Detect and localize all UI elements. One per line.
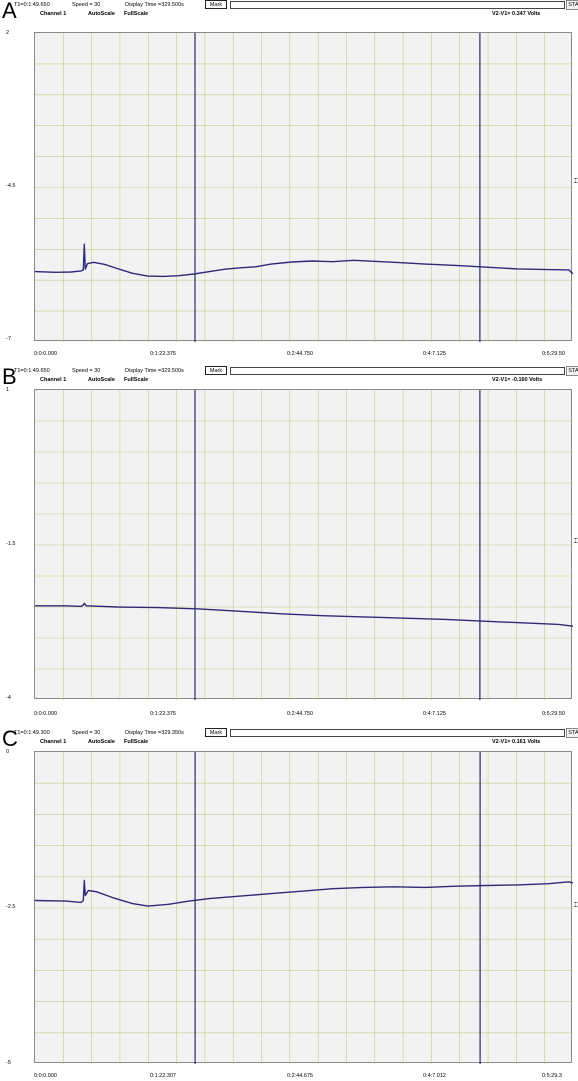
autoscale-label[interactable]: AutoScale <box>88 377 115 383</box>
y-tick: 0 <box>6 749 10 755</box>
mark-button[interactable]: Mark <box>205 728 227 737</box>
chart-svg <box>35 33 573 342</box>
channel-bar: Channel 1 AutoScale FullScale V2-V1= 0.1… <box>0 738 578 747</box>
x-tick: 0:4:7.125 <box>423 711 446 717</box>
x-tick: 0:2:44.750 <box>287 351 313 357</box>
signal-trace <box>35 243 573 278</box>
fullscale-label[interactable]: FullScale <box>124 11 149 17</box>
toolbar: T1=0:1:49.300 Speed = 30 Display Time =3… <box>0 728 578 738</box>
delta-readout: V2-V1= -0.160 Volts <box>492 377 543 383</box>
y-tick: 2 <box>6 30 10 36</box>
marker-bar[interactable] <box>230 729 565 737</box>
t1-readout: T1=0:1:49.300 <box>14 730 50 736</box>
display-time-readout: Display Time =329.500s <box>125 2 184 8</box>
side-mark: ⌶ <box>573 538 578 545</box>
toolbar: T1=0:1:49.650 Speed = 30 Display Time =3… <box>0 0 578 10</box>
start-button[interactable]: START <box>566 366 578 376</box>
speed-readout: Speed = 30 <box>72 368 101 374</box>
x-tick: 0:2:44.675 <box>287 1073 313 1079</box>
panel-letter: A <box>2 0 17 23</box>
t1-readout: T1=0:1:49.650 <box>14 2 50 8</box>
chart-svg <box>35 752 573 1064</box>
channel-label: Channel 1 <box>40 739 67 745</box>
y-tick: -5 <box>6 1060 11 1066</box>
channel-bar: Channel 1 AutoScale FullScale V2-V1= 0.3… <box>0 10 578 19</box>
x-tick: 0:1:22.375 <box>150 711 176 717</box>
y-tick: -1.5 <box>6 541 16 547</box>
speed-readout: Speed = 30 <box>72 730 101 736</box>
speed-readout: Speed = 30 <box>72 2 101 8</box>
fullscale-label[interactable]: FullScale <box>124 377 149 383</box>
t1-readout: T1=0:1:49.650 <box>14 368 50 374</box>
y-tick: -7 <box>6 336 11 342</box>
marker-bar[interactable] <box>230 367 565 375</box>
x-tick: 0:1:22.375 <box>150 351 176 357</box>
mark-button[interactable]: Mark <box>205 366 227 375</box>
x-tick: 0:4:7.012 <box>423 1073 446 1079</box>
x-tick: 0:0:0.000 <box>34 711 57 717</box>
display-time-readout: Display Time =329.350s <box>125 730 184 736</box>
y-tick: -2.5 <box>6 904 16 910</box>
delta-readout: V2-V1= 0.161 Volts <box>492 739 541 745</box>
plot-area[interactable] <box>34 32 573 342</box>
x-tick: 0:5:29.50 <box>542 351 565 357</box>
plot-area[interactable] <box>34 389 573 700</box>
channel-label: Channel 1 <box>40 377 67 383</box>
fullscale-label[interactable]: FullScale <box>124 739 149 745</box>
chart-svg <box>35 390 573 700</box>
autoscale-label[interactable]: AutoScale <box>88 739 115 745</box>
plot-area[interactable] <box>34 751 573 1064</box>
channel-label: Channel 1 <box>40 11 67 17</box>
marker-bar[interactable] <box>230 1 565 9</box>
panel-letter: C <box>2 726 18 751</box>
delta-readout: V2-V1= 0.347 Volts <box>492 11 541 17</box>
mark-button[interactable]: Mark <box>205 0 227 9</box>
x-tick: 0:5:29.50 <box>542 711 565 717</box>
panel-letter: B <box>2 364 17 389</box>
channel-bar: Channel 1 AutoScale FullScale V2-V1= -0.… <box>0 376 578 385</box>
x-tick: 0:0:0.000 <box>34 351 57 357</box>
signal-trace <box>35 602 573 627</box>
side-mark: ⌶ <box>573 902 578 909</box>
y-tick: -4.5 <box>6 183 16 189</box>
side-mark: ⌶ <box>573 178 578 185</box>
x-tick: 0:0:0.000 <box>34 1073 57 1079</box>
x-tick: 0:4:7.125 <box>423 351 446 357</box>
display-time-readout: Display Time =329.500s <box>125 368 184 374</box>
y-tick: 1 <box>6 387 10 393</box>
start-button[interactable]: START <box>566 728 578 738</box>
start-button[interactable]: START <box>566 0 578 10</box>
y-tick: -4 <box>6 695 11 701</box>
autoscale-label[interactable]: AutoScale <box>88 11 115 17</box>
x-tick: 0:5:29.3 <box>542 1073 562 1079</box>
toolbar: T1=0:1:49.650 Speed = 30 Display Time =3… <box>0 366 578 376</box>
panel-c: C T1=0:1:49.300 Speed = 30 Display Time … <box>0 728 578 1081</box>
signal-trace <box>35 879 573 907</box>
panel-a: A T1=0:1:49.650 Speed = 30 Display Time … <box>0 0 578 360</box>
x-tick: 0:2:44.750 <box>287 711 313 717</box>
panel-b: B T1=0:1:49.650 Speed = 30 Display Time … <box>0 366 578 721</box>
x-tick: 0:1:22.307 <box>150 1073 176 1079</box>
